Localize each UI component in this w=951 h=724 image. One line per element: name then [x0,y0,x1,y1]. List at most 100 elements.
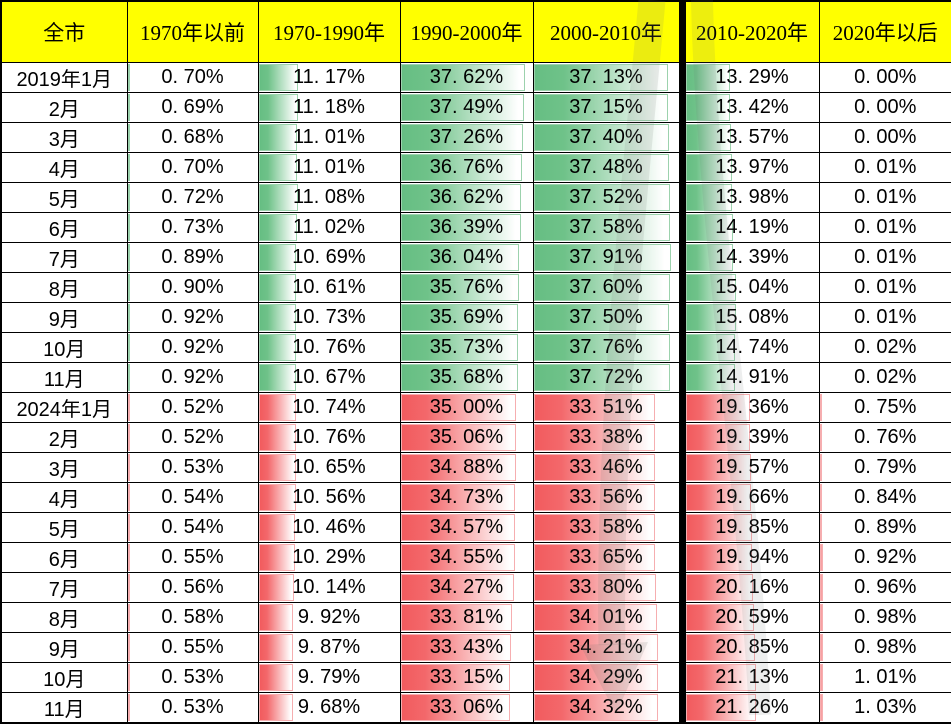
data-cell[interactable]: 0. 58% [126,602,259,633]
data-cell[interactable]: 36. 39% [399,212,534,243]
data-cell[interactable]: 0. 89% [818,512,951,543]
data-cell[interactable]: 0. 76% [818,422,951,453]
data-cell[interactable]: 37. 62% [399,62,534,93]
data-cell[interactable]: 14. 39% [678,242,820,273]
data-cell[interactable]: 0. 92% [818,542,951,573]
row-label-cell[interactable]: 2019年1月 [0,62,128,93]
data-cell[interactable]: 34. 01% [532,602,683,633]
data-cell[interactable]: 36. 04% [399,242,534,273]
column-header-1990-2000[interactable]: 1990-2000年 [399,0,534,63]
row-label-cell[interactable]: 11月 [0,362,128,393]
data-cell[interactable]: 35. 06% [399,422,534,453]
data-cell[interactable]: 0. 00% [818,92,951,123]
row-label-cell[interactable]: 5月 [0,512,128,543]
data-cell[interactable]: 36. 62% [399,182,534,213]
data-cell[interactable]: 10. 76% [257,332,401,363]
data-cell[interactable]: 10. 67% [257,362,401,393]
data-cell[interactable]: 11. 18% [257,92,401,123]
data-cell[interactable]: 13. 57% [678,122,820,153]
row-label-cell[interactable]: 3月 [0,452,128,483]
data-cell[interactable]: 0. 89% [126,242,259,273]
data-cell[interactable]: 0. 53% [126,662,259,693]
data-cell[interactable]: 11. 17% [257,62,401,93]
data-cell[interactable]: 0. 92% [126,362,259,393]
data-cell[interactable]: 1. 01% [818,662,951,693]
data-cell[interactable]: 37. 48% [532,152,683,183]
data-cell[interactable]: 0. 01% [818,152,951,183]
data-cell[interactable]: 37. 50% [532,302,683,333]
data-cell[interactable]: 19. 85% [678,512,820,543]
column-header-before-1970[interactable]: 1970年以前 [126,0,259,63]
data-cell[interactable]: 19. 39% [678,422,820,453]
row-label-cell[interactable]: 6月 [0,542,128,573]
data-cell[interactable]: 0. 00% [818,122,951,153]
data-cell[interactable]: 9. 79% [257,662,401,693]
data-cell[interactable]: 36. 76% [399,152,534,183]
data-cell[interactable]: 37. 60% [532,272,683,303]
column-header-2000-2010[interactable]: 2000-2010年 [532,0,683,63]
row-label-cell[interactable]: 4月 [0,152,128,183]
data-cell[interactable]: 37. 72% [532,362,683,393]
data-cell[interactable]: 0. 54% [126,512,259,543]
data-cell[interactable]: 20. 59% [678,602,820,633]
data-cell[interactable]: 9. 92% [257,602,401,633]
data-cell[interactable]: 0. 01% [818,272,951,303]
data-cell[interactable]: 15. 04% [678,272,820,303]
data-cell[interactable]: 0. 73% [126,212,259,243]
data-cell[interactable]: 0. 98% [818,632,951,663]
data-cell[interactable]: 10. 46% [257,512,401,543]
data-cell[interactable]: 37. 40% [532,122,683,153]
data-cell[interactable]: 37. 76% [532,332,683,363]
data-cell[interactable]: 34. 21% [532,632,683,663]
data-cell[interactable]: 37. 58% [532,212,683,243]
data-cell[interactable]: 0. 84% [818,482,951,513]
data-cell[interactable]: 35. 00% [399,392,534,423]
data-cell[interactable]: 37. 15% [532,92,683,123]
row-label-cell[interactable]: 10月 [0,332,128,363]
data-cell[interactable]: 0. 98% [818,602,951,633]
data-cell[interactable]: 34. 32% [532,692,683,724]
column-header-2010-2020[interactable]: 2010-2020年 [678,0,820,63]
data-cell[interactable]: 0. 01% [818,302,951,333]
row-label-cell[interactable]: 8月 [0,272,128,303]
row-label-cell[interactable]: 7月 [0,572,128,603]
data-cell[interactable]: 1. 03% [818,692,951,724]
data-cell[interactable]: 35. 73% [399,332,534,363]
data-cell[interactable]: 0. 52% [126,422,259,453]
data-cell[interactable]: 37. 91% [532,242,683,273]
data-cell[interactable]: 13. 29% [678,62,820,93]
data-cell[interactable]: 0. 01% [818,182,951,213]
data-cell[interactable]: 9. 87% [257,632,401,663]
data-cell[interactable]: 21. 26% [678,692,820,724]
row-label-cell[interactable]: 4月 [0,482,128,513]
row-label-cell[interactable]: 8月 [0,602,128,633]
data-cell[interactable]: 13. 42% [678,92,820,123]
data-cell[interactable]: 13. 97% [678,152,820,183]
data-cell[interactable]: 0. 69% [126,92,259,123]
data-cell[interactable]: 33. 65% [532,542,683,573]
data-cell[interactable]: 0. 01% [818,242,951,273]
data-cell[interactable]: 11. 08% [257,182,401,213]
row-label-cell[interactable]: 2月 [0,92,128,123]
data-cell[interactable]: 0. 72% [126,182,259,213]
data-cell[interactable]: 0. 54% [126,482,259,513]
data-cell[interactable]: 0. 92% [126,302,259,333]
data-cell[interactable]: 34. 73% [399,482,534,513]
data-cell[interactable]: 0. 01% [818,212,951,243]
data-cell[interactable]: 10. 56% [257,482,401,513]
data-cell[interactable]: 0. 55% [126,632,259,663]
data-cell[interactable]: 0. 75% [818,392,951,423]
data-cell[interactable]: 19. 57% [678,452,820,483]
data-cell[interactable]: 10. 65% [257,452,401,483]
data-cell[interactable]: 34. 29% [532,662,683,693]
row-label-cell[interactable]: 3月 [0,122,128,153]
data-cell[interactable]: 10. 61% [257,272,401,303]
data-cell[interactable]: 37. 52% [532,182,683,213]
data-cell[interactable]: 21. 13% [678,662,820,693]
data-cell[interactable]: 35. 76% [399,272,534,303]
data-cell[interactable]: 33. 38% [532,422,683,453]
data-cell[interactable]: 0. 92% [126,332,259,363]
row-label-cell[interactable]: 9月 [0,302,128,333]
data-cell[interactable]: 33. 15% [399,662,534,693]
data-cell[interactable]: 37. 13% [532,62,683,93]
